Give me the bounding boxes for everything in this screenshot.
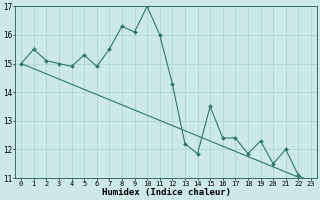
X-axis label: Humidex (Indice chaleur): Humidex (Indice chaleur) — [101, 188, 230, 197]
